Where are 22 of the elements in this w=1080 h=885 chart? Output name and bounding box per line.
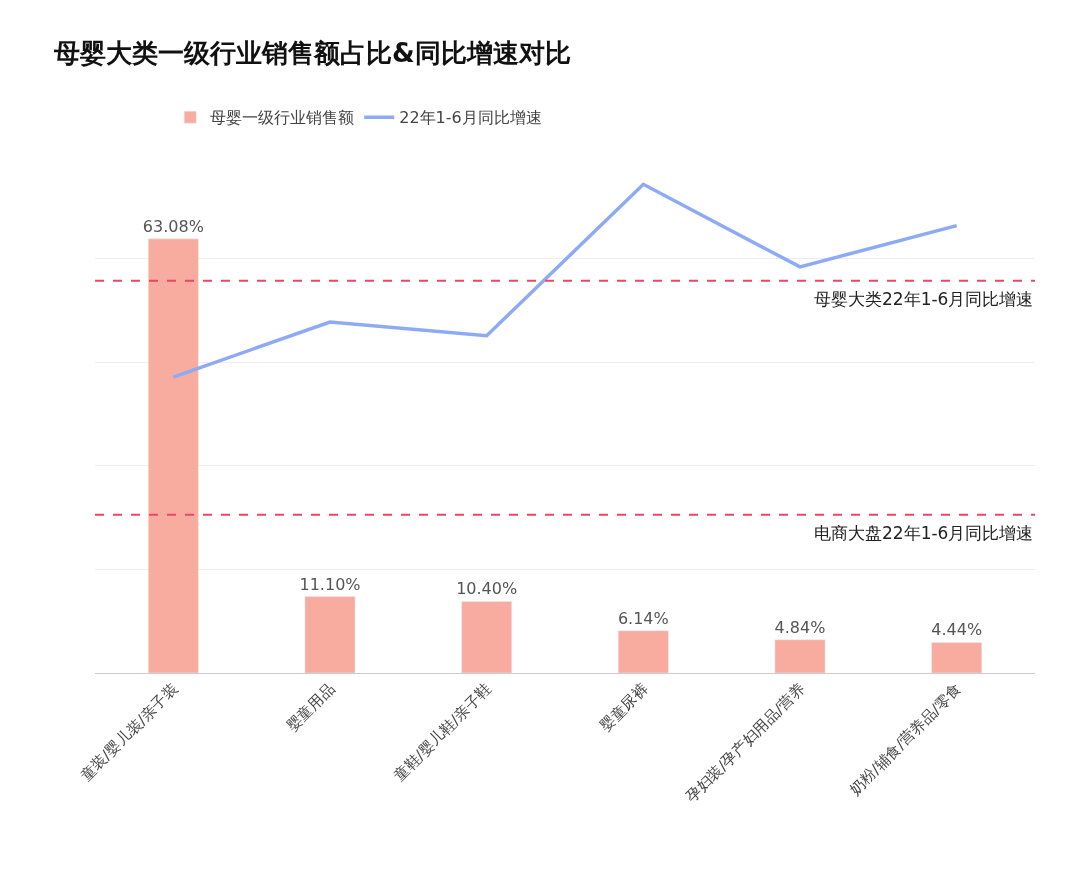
x-tick-label: 婴童尿裤 [596, 679, 652, 736]
chart-title: 母婴大类一级行业销售额占比&同比增速对比 [53, 38, 571, 69]
legend-label: 22年1-6月同比增速 [399, 108, 542, 128]
x-tick-label: 奶粉/辅食/营养品/零食 [845, 679, 965, 799]
legend-label: 母婴一级行业销售额 [210, 108, 355, 128]
x-tick-label: 婴童用品 [282, 679, 339, 736]
data-label: 6.14% [617, 608, 669, 628]
bar [461, 601, 512, 673]
data-label: 63.08% [142, 216, 204, 236]
ref-line-label: 电商大盘22年1-6月同比增速 [814, 523, 1034, 543]
bar [774, 639, 826, 673]
bar [304, 596, 356, 673]
x-tick-label: 童装/婴儿装/亲子装 [76, 679, 182, 785]
data-label: 4.84% [774, 617, 826, 637]
data-label: 10.40% [456, 579, 518, 599]
bar [931, 642, 982, 673]
data-label: 11.10% [299, 574, 361, 594]
data-label: 4.44% [931, 620, 983, 640]
x-tick-label: 孕妇装/孕产妇用品/营养 [682, 679, 809, 806]
ref-line-label: 母婴大类22年1-6月同比增速 [814, 289, 1034, 309]
bar [618, 630, 669, 673]
x-tick-label: 童鞋/婴儿鞋/亲子鞋 [390, 679, 495, 785]
